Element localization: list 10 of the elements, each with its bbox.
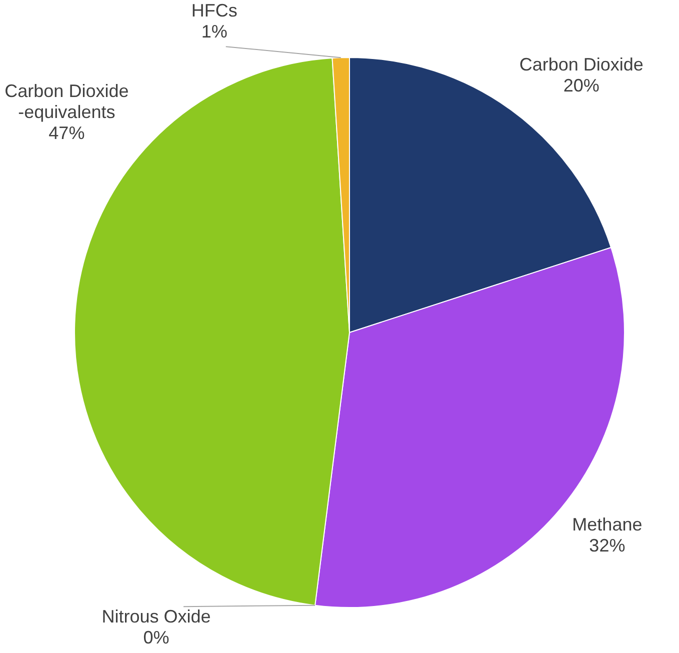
data-label: 20% [563, 76, 600, 96]
data-label: 32% [589, 536, 626, 556]
category-label: Nitrous Oxide [102, 606, 211, 627]
slice-label: Methane [572, 514, 642, 535]
slice-label: Carbon Dioxide [519, 54, 644, 75]
text: 0% [143, 628, 170, 648]
slice-label: Carbon Dioxide -equivalents [4, 80, 129, 122]
data-label: 47% [48, 122, 85, 143]
slice-label: HFCs [191, 0, 238, 21]
data-label: 1% [201, 22, 228, 42]
